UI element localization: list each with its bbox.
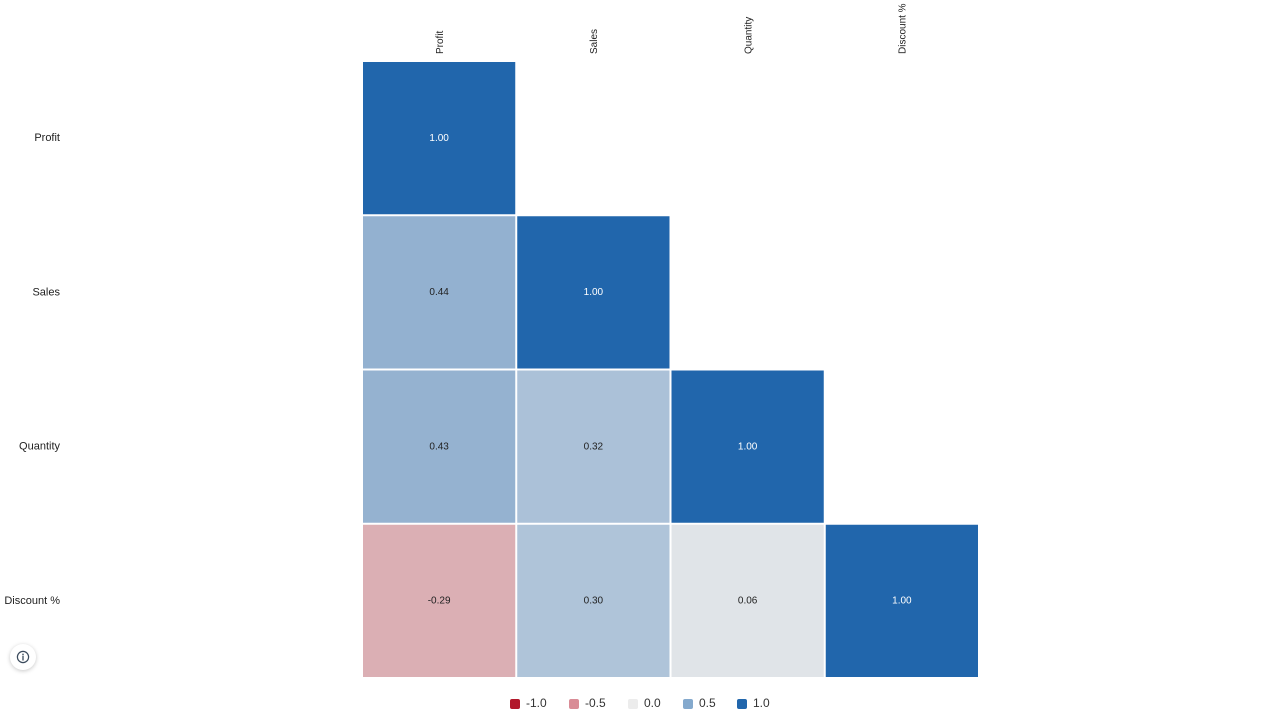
heatmap-cell[interactable]: [363, 524, 516, 677]
heatmap-cell[interactable]: [363, 216, 516, 369]
column-label: Quantity: [743, 17, 754, 54]
legend-label: -1.0: [526, 696, 547, 710]
cell-value-label: 1.00: [429, 133, 449, 144]
legend-label: 1.0: [753, 696, 770, 710]
legend-swatch: [683, 699, 693, 709]
cell-value-label: 0.06: [738, 596, 758, 607]
row-label: Discount %: [4, 595, 60, 607]
heatmap-cell[interactable]: [363, 62, 516, 215]
heatmap-cell[interactable]: [517, 524, 670, 677]
cell-value-label: 0.44: [429, 287, 449, 298]
legend-label: 0.0: [644, 696, 661, 710]
legend-swatch: [569, 699, 579, 709]
heatmap-cell[interactable]: [363, 370, 516, 523]
cell-value-label: 0.30: [584, 596, 604, 607]
heatmap-cells: 1.00 0.44 1.00 0.43 0.32 1.00 -0.29 0.30 0.06 1.0…: [363, 62, 978, 677]
column-label: Discount %: [898, 3, 909, 54]
legend-label: -0.5: [585, 696, 606, 710]
column-label: Profit: [435, 30, 446, 54]
cell-value-label: 1.00: [892, 596, 912, 607]
column-labels: Profit Sales Quantity Discount %: [435, 3, 909, 54]
cell-value-label: 1.00: [738, 441, 758, 452]
legend-swatch: [628, 699, 638, 709]
legend-label: 0.5: [699, 696, 716, 710]
heatmap-cell[interactable]: [671, 524, 824, 677]
heatmap-cell[interactable]: [671, 370, 824, 523]
row-label: Sales: [32, 286, 60, 298]
legend: -1.0 -0.5 0.0 0.5 1.0: [510, 696, 770, 710]
legend-swatch: [737, 699, 747, 709]
cell-value-label: 1.00: [584, 287, 604, 298]
cell-value-label: 0.32: [584, 441, 604, 452]
row-label: Profit: [34, 132, 60, 144]
heatmap-cell[interactable]: [517, 370, 670, 523]
legend-swatch: [510, 699, 520, 709]
column-label: Sales: [589, 29, 600, 54]
cell-value-label: 0.43: [429, 441, 449, 452]
cell-value-label: -0.29: [428, 596, 451, 607]
info-button[interactable]: [10, 644, 36, 670]
info-icon: [16, 650, 30, 664]
row-label: Quantity: [19, 441, 60, 453]
heatmap-cell[interactable]: [517, 216, 670, 369]
heatmap-cell[interactable]: [825, 524, 978, 677]
row-labels: Profit Sales Quantity Discount %: [4, 132, 60, 607]
